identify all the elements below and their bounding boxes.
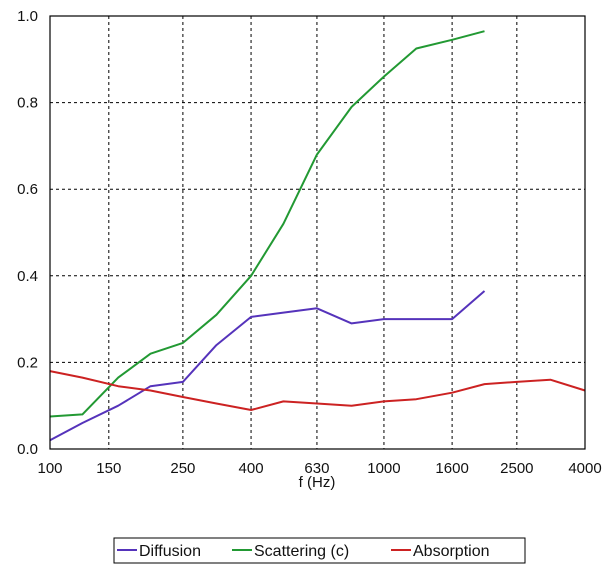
plot-frame [49,15,586,450]
y-tick-label: 0.6 [17,181,38,198]
y-tick-label: 0.4 [17,268,38,285]
legend-label: Diffusion [139,543,201,560]
x-tick-label: 150 [96,460,121,477]
legend-label: Absorption [413,543,490,560]
x-tick-label: 1600 [435,460,468,477]
x-tick-label: 4000 [568,460,601,477]
legend: Diffusion Scattering (c) Absorption [113,537,526,564]
grid [50,16,585,449]
legend-box [113,537,526,564]
series-line-absorption [49,370,586,411]
series-line-diffusion [49,290,486,442]
y-tick-label: 0.2 [17,354,38,371]
x-tick-label: 100 [37,460,62,477]
x-tick-label: 630 [304,460,329,477]
x-tick-label: 400 [239,460,264,477]
y-tick-labels: 0.0 0.2 0.4 0.6 0.8 1.0 [17,8,38,458]
legend-items: Diffusion Scattering (c) Absorption [117,543,490,560]
x-axis-label: f (Hz) [299,474,336,491]
y-tick-label: 1.0 [17,8,38,25]
y-tick-label: 0.0 [17,441,38,458]
x-tick-label: 250 [170,460,195,477]
x-tick-labels: 100 150 250 400 630 1000 1600 2500 4000 [37,460,601,477]
x-tick-label: 2500 [500,460,533,477]
x-tick-label: 1000 [367,460,400,477]
series-lines [49,30,586,442]
y-tick-label: 0.8 [17,95,38,112]
legend-label: Scattering (c) [254,543,349,560]
series-line-scattering-c [49,30,485,418]
